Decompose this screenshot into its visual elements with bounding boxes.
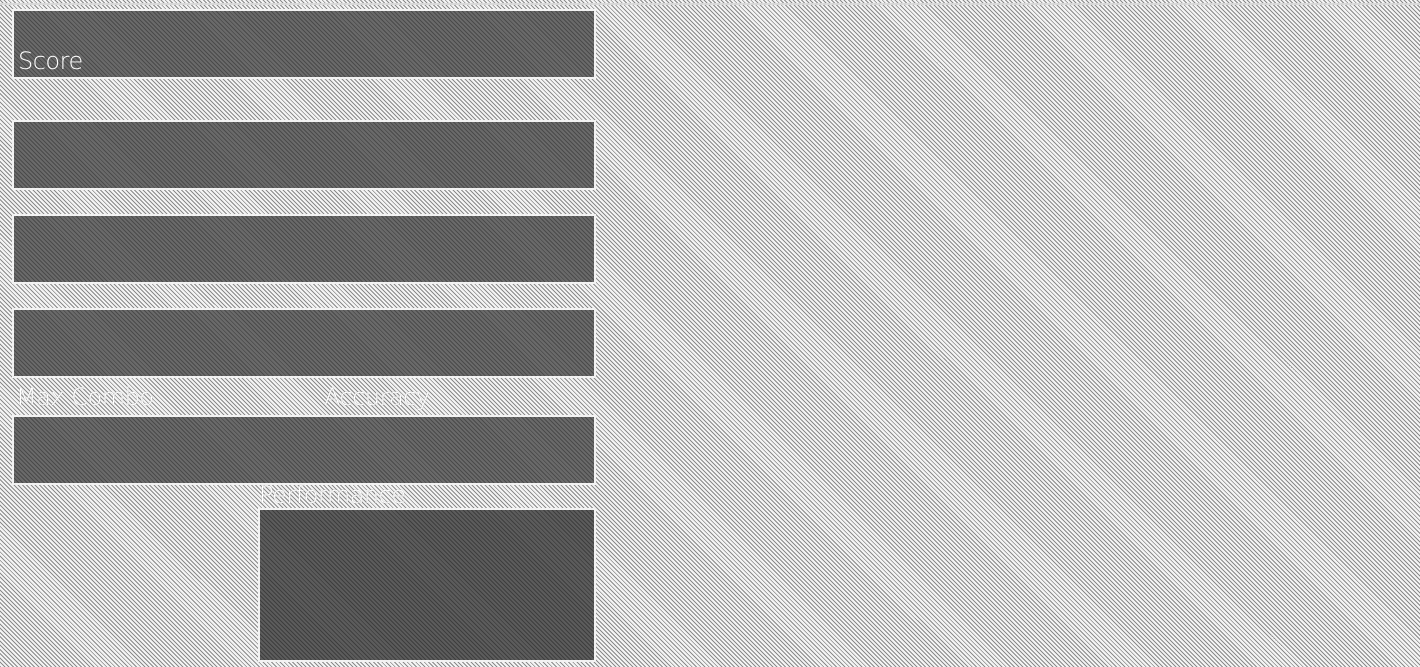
stats-panel-3 [12,308,596,378]
accuracy-label: Accuracy [324,383,430,411]
score-panel: Score [12,9,596,79]
performance-label: Performance [259,481,406,509]
performance-panel [258,508,596,662]
stats-panel-1 [12,120,596,190]
max-combo-label: Max Combo [16,383,154,411]
combo-accuracy-panel [12,415,596,485]
score-label: Score [18,47,83,75]
top-divider [0,3,1420,5]
stats-panel-2 [12,214,596,284]
